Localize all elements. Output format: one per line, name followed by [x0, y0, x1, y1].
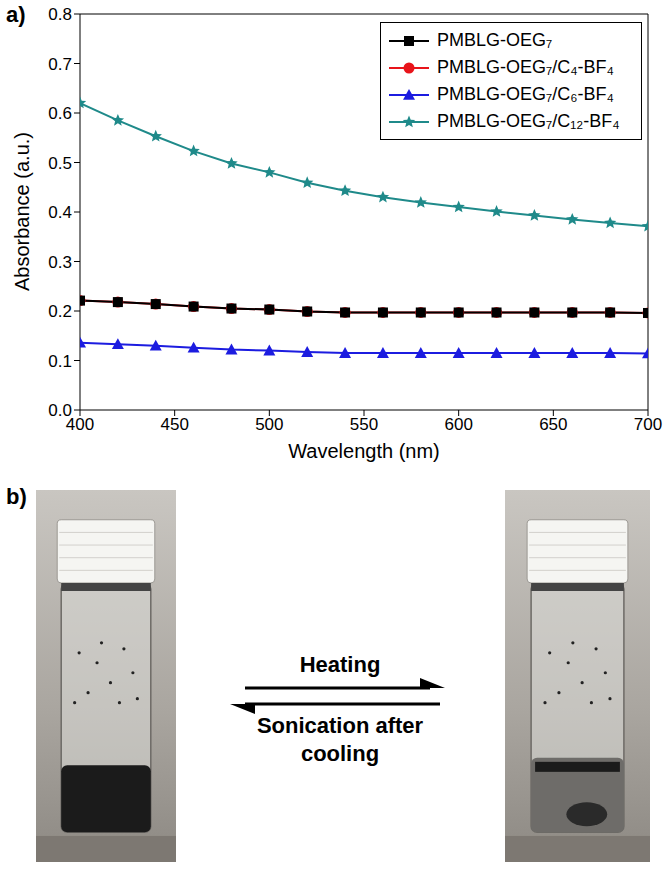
svg-text:0.3: 0.3	[48, 253, 72, 272]
svg-text:700: 700	[634, 415, 662, 434]
html-text:PMBLG-OEG₇/C₄-BF₄: PMBLG-OEG₇/C₄-BF₄	[437, 57, 614, 77]
svg-text:0.7: 0.7	[48, 55, 72, 74]
html-text:PMBLG-OEG₇/C₆-BF₄: PMBLG-OEG₇/C₆-BF₄	[437, 84, 614, 104]
svg-text:0.0: 0.0	[48, 401, 72, 420]
html-text:Heating: Heating	[299, 652, 381, 677]
html-text:Absorbance (a.u.): Absorbance (a.u.)	[10, 132, 33, 291]
svg-text:600: 600	[444, 415, 472, 434]
svg-text:450: 450	[160, 415, 188, 434]
svg-text:0.1: 0.1	[48, 352, 72, 371]
svg-text:500: 500	[255, 415, 283, 434]
svg-text:400: 400	[65, 415, 95, 435]
svg-text:550: 550	[350, 415, 378, 434]
html-text:b): b)	[6, 484, 27, 509]
svg-text:0.2: 0.2	[48, 302, 72, 321]
html-text:PMBLG-OEG₇: PMBLG-OEG₇	[437, 30, 553, 50]
svg-text:0.5: 0.5	[48, 154, 72, 173]
svg-text:650: 650	[539, 415, 567, 434]
html-text:Wavelength (nm): Wavelength (nm)	[288, 440, 440, 462]
html-text:PMBLG-OEG₇/C₁₂-BF₄: PMBLG-OEG₇/C₁₂-BF₄	[437, 111, 620, 131]
svg-text:0.8: 0.8	[48, 5, 72, 24]
svg-text:0.4: 0.4	[48, 203, 72, 222]
html-text:a): a)	[6, 2, 26, 27]
html-text:Sonication after cooling: Sonication after cooling	[256, 713, 424, 766]
svg-text:0.6: 0.6	[48, 104, 72, 123]
